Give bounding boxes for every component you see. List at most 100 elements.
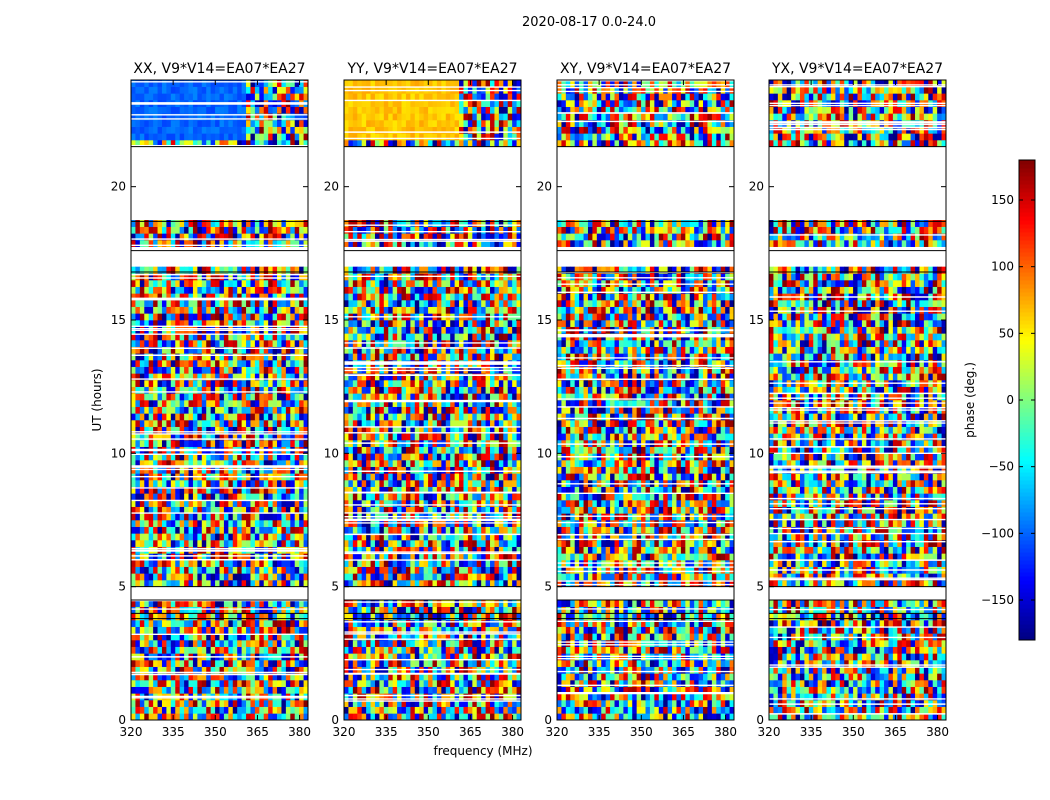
phase-cell bbox=[299, 553, 304, 561]
phase-cell bbox=[148, 600, 154, 607]
phase-cell bbox=[197, 513, 203, 521]
phase-cell bbox=[206, 660, 212, 667]
phase-cell bbox=[153, 400, 158, 407]
phase-cell bbox=[494, 480, 500, 487]
phase-cell bbox=[241, 633, 247, 641]
phase-cell bbox=[357, 426, 363, 434]
phase-cell bbox=[268, 606, 273, 614]
phase-cell bbox=[153, 93, 158, 101]
phase-cell bbox=[197, 333, 203, 341]
phase-cell bbox=[481, 606, 486, 614]
phase-cell bbox=[397, 646, 402, 654]
phase-cell bbox=[299, 306, 304, 314]
phase-cell bbox=[259, 613, 265, 621]
phase-cell bbox=[206, 273, 212, 281]
phase-cell bbox=[357, 560, 363, 567]
phase-cell bbox=[299, 606, 304, 614]
phase-cell bbox=[157, 320, 163, 327]
phase-cell bbox=[454, 620, 460, 627]
phase-cell bbox=[259, 440, 265, 447]
phase-cell bbox=[139, 106, 145, 114]
phase-cell bbox=[392, 706, 398, 714]
phase-cell bbox=[467, 626, 473, 634]
phase-cell bbox=[494, 580, 500, 587]
phase-cell bbox=[290, 673, 296, 681]
phase-cell bbox=[215, 493, 220, 501]
phase-cell bbox=[263, 113, 269, 121]
phase-cell bbox=[166, 386, 172, 394]
phase-cell bbox=[250, 333, 256, 341]
phase-cell bbox=[441, 506, 447, 514]
phase-cell bbox=[374, 686, 380, 694]
phase-cell bbox=[232, 233, 238, 241]
phase-cell bbox=[410, 480, 416, 487]
phase-cell bbox=[184, 686, 189, 694]
phase-cell bbox=[281, 240, 287, 247]
phase-cell bbox=[197, 360, 203, 367]
phase-cell bbox=[210, 240, 216, 247]
phase-cell bbox=[192, 220, 198, 227]
phase-cell bbox=[232, 660, 238, 667]
phase-cell bbox=[388, 420, 394, 427]
phase-cell bbox=[228, 380, 234, 387]
phase-cell bbox=[472, 553, 478, 561]
phase-cell bbox=[259, 413, 265, 421]
phase-cell bbox=[299, 240, 304, 247]
phase-cell bbox=[184, 660, 189, 667]
phase-cell bbox=[503, 640, 509, 647]
phase-cell bbox=[285, 233, 291, 241]
phase-cell bbox=[206, 573, 212, 581]
phase-cell bbox=[348, 533, 354, 541]
phase-cell bbox=[303, 353, 309, 361]
phase-cell bbox=[197, 600, 203, 607]
phase-cell bbox=[148, 360, 154, 367]
phase-cell bbox=[246, 86, 251, 94]
phase-cell bbox=[366, 706, 371, 714]
phase-cell bbox=[228, 126, 234, 134]
phase-cell bbox=[197, 520, 203, 527]
phase-cell bbox=[188, 520, 194, 527]
phase-cell bbox=[299, 86, 304, 94]
phase-cell bbox=[450, 486, 456, 494]
axes-frame bbox=[130, 79, 309, 721]
phase-cell bbox=[179, 680, 185, 687]
phase-cell bbox=[206, 553, 212, 561]
phase-cell bbox=[237, 273, 243, 281]
phase-cell bbox=[161, 273, 167, 281]
phase-cell bbox=[361, 466, 367, 474]
phase-cell bbox=[166, 680, 172, 687]
phase-cell bbox=[294, 280, 300, 287]
phase-cell bbox=[490, 526, 495, 534]
phase-cell bbox=[490, 673, 495, 681]
phase-cell bbox=[259, 360, 265, 367]
phase-cell bbox=[246, 353, 251, 361]
phase-cell bbox=[272, 533, 278, 541]
phase-cell bbox=[232, 140, 238, 147]
phase-cell bbox=[419, 680, 425, 687]
phase-cell bbox=[197, 440, 203, 447]
phase-cell bbox=[219, 466, 225, 474]
phase-cell bbox=[139, 113, 145, 121]
phase-cell bbox=[223, 500, 229, 507]
phase-cell bbox=[423, 466, 429, 474]
phase-cell bbox=[294, 506, 300, 514]
phase-cell bbox=[237, 493, 243, 501]
phase-cell bbox=[144, 580, 150, 587]
phase-cell bbox=[490, 580, 495, 587]
phase-cell bbox=[450, 626, 456, 634]
phase-cell bbox=[139, 706, 145, 714]
phase-cell bbox=[170, 486, 176, 494]
phase-cell bbox=[192, 86, 198, 94]
phase-cell bbox=[494, 646, 500, 654]
phase-cell bbox=[507, 473, 513, 481]
phase-cell bbox=[201, 266, 207, 274]
phase-cell bbox=[246, 220, 251, 227]
phase-cell bbox=[215, 713, 220, 721]
phase-cell bbox=[436, 600, 442, 607]
phase-cell bbox=[485, 533, 491, 541]
phase-cell bbox=[485, 693, 491, 701]
phase-cell bbox=[197, 673, 203, 681]
phase-cell bbox=[272, 313, 278, 321]
phase-cell bbox=[436, 546, 442, 554]
phase-cell bbox=[383, 560, 389, 567]
